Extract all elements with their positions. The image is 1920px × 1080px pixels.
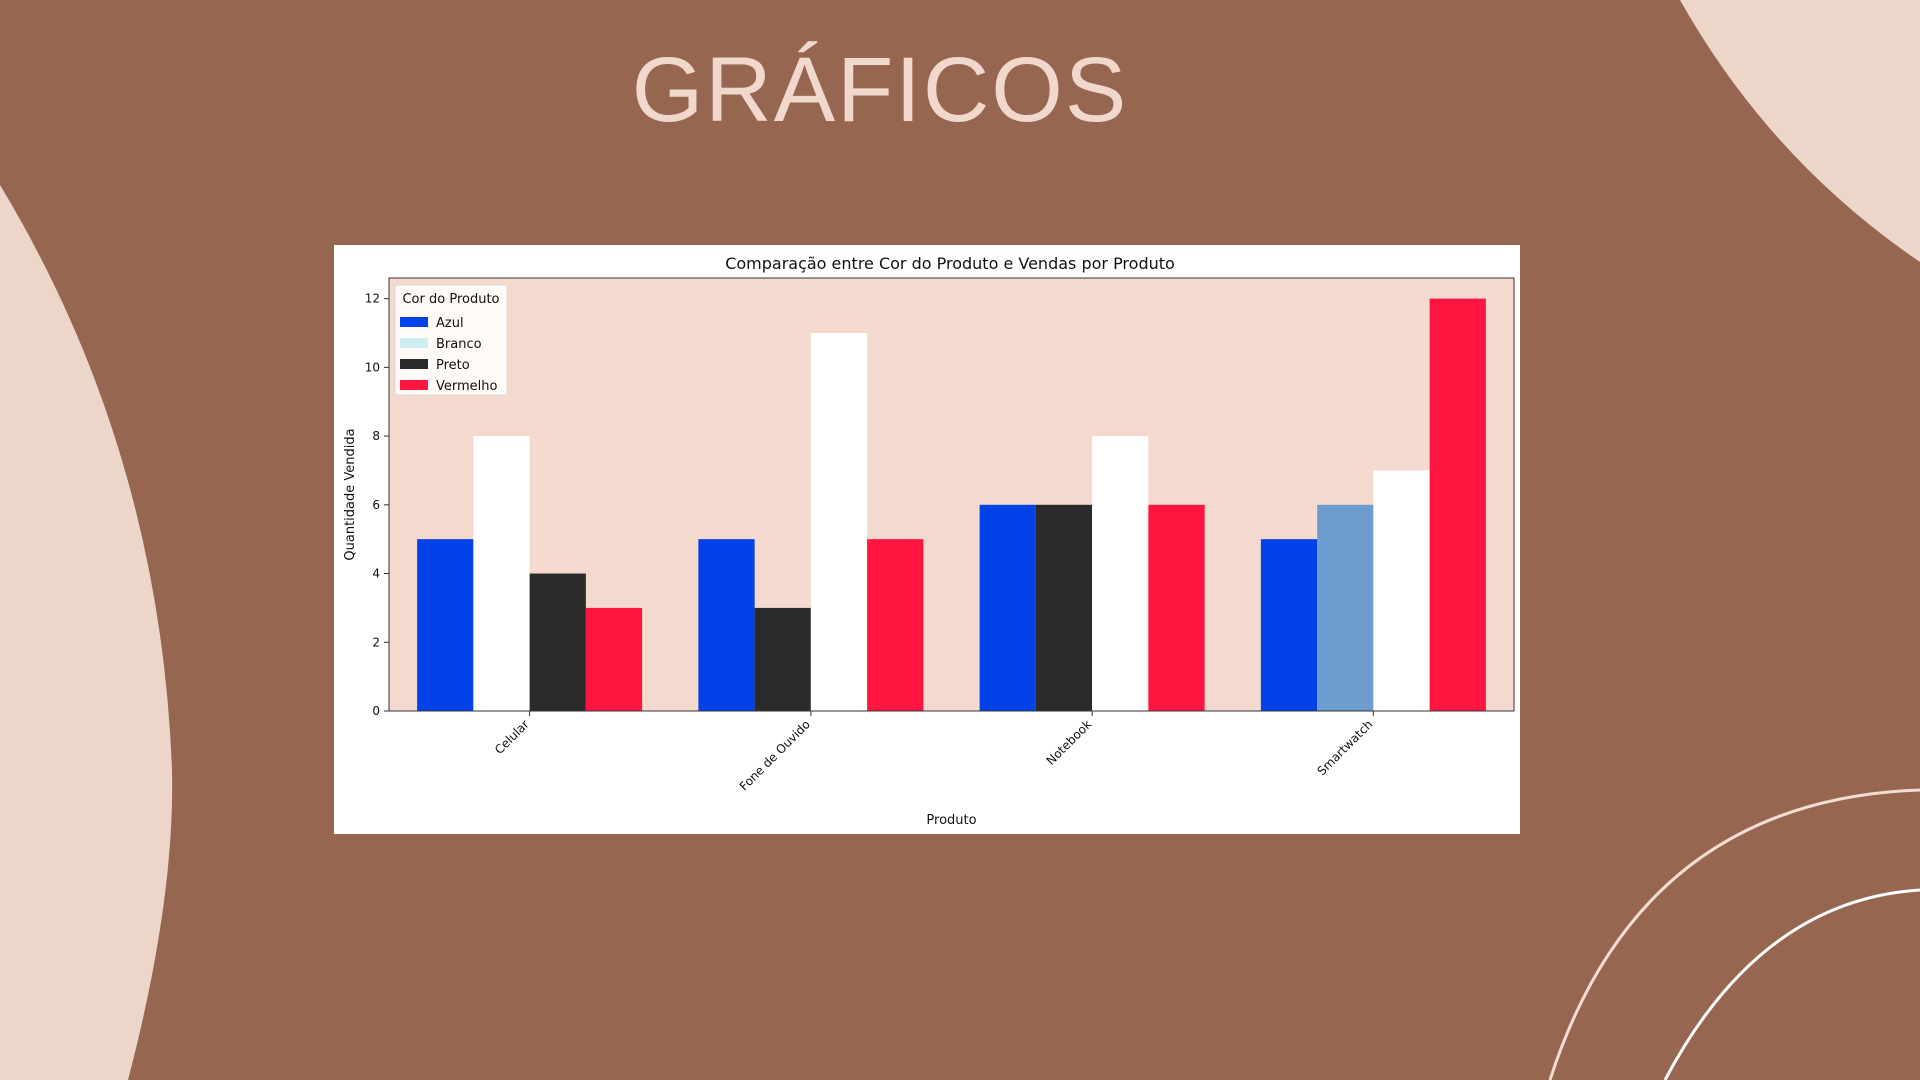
bar-2-0 (979, 504, 1036, 711)
top-right-arc-shape (1680, 0, 1920, 262)
x-axis: Celular Fone de Ouvido Notebook Smartwatch (492, 711, 1375, 794)
legend-label: Branco (436, 337, 482, 352)
plot-frame (388, 277, 1515, 712)
bar-2-1 (1035, 504, 1093, 711)
slide-title: GRÁFICOS (631, 39, 1129, 141)
bar-2-2 (1092, 436, 1149, 711)
y-tick-label: 6 (372, 498, 380, 512)
bars-layer (417, 298, 1486, 711)
legend-swatch (400, 338, 428, 348)
bar-0-0 (417, 539, 474, 711)
chart-legend: Cor do Produto Azul Branco Preto Vermelho (394, 284, 508, 396)
legend-swatch (400, 380, 428, 390)
x-tick-label: Fone de Ouvido (737, 717, 813, 793)
bar-3-2 (1373, 470, 1430, 711)
chart-card: Comparação entre Cor do Produto e Vendas… (334, 245, 1520, 834)
bar-3-0 (1260, 539, 1318, 711)
y-tick-label: 10 (365, 360, 380, 374)
legend-title: Cor do Produto (402, 292, 499, 307)
legend-label: Azul (436, 316, 464, 331)
y-axis-label: Quantidade Vendida (343, 428, 358, 560)
left-arc-shape (0, 0, 173, 1080)
y-tick-label: 12 (365, 292, 380, 306)
bar-0-2 (529, 573, 586, 711)
bar-0-1 (473, 436, 530, 711)
y-axis: 0 2 4 6 8 10 12 (365, 292, 389, 718)
bar-chart: Comparação entre Cor do Produto e Vendas… (343, 254, 1515, 828)
y-tick-label: 2 (372, 635, 380, 649)
bottom-right-ring-inner (1663, 888, 1920, 1080)
x-axis-label: Produto (926, 813, 976, 828)
bar-1-3 (867, 539, 924, 711)
bar-2-3 (1148, 504, 1205, 711)
bar-1-2 (810, 332, 868, 711)
bottom-right-ring-outer (1548, 788, 1920, 1080)
legend-label: Vermelho (436, 379, 498, 394)
bar-3-3 (1429, 298, 1486, 711)
x-tick-label: Notebook (1044, 717, 1095, 768)
chart-title: Comparação entre Cor do Produto e Vendas… (725, 254, 1175, 273)
bar-0-3 (585, 607, 643, 711)
y-tick-label: 4 (372, 567, 380, 581)
x-tick-label: Celular (492, 717, 532, 757)
legend-label: Preto (436, 358, 470, 373)
x-tick-label: Smartwatch (1314, 717, 1375, 778)
y-tick-label: 8 (372, 429, 380, 443)
bar-1-1 (754, 607, 811, 711)
y-tick-label: 0 (372, 704, 380, 718)
legend-swatch (400, 317, 428, 327)
bar-3-1 (1317, 504, 1374, 711)
legend-swatch (400, 359, 428, 369)
bar-1-0 (698, 539, 755, 711)
